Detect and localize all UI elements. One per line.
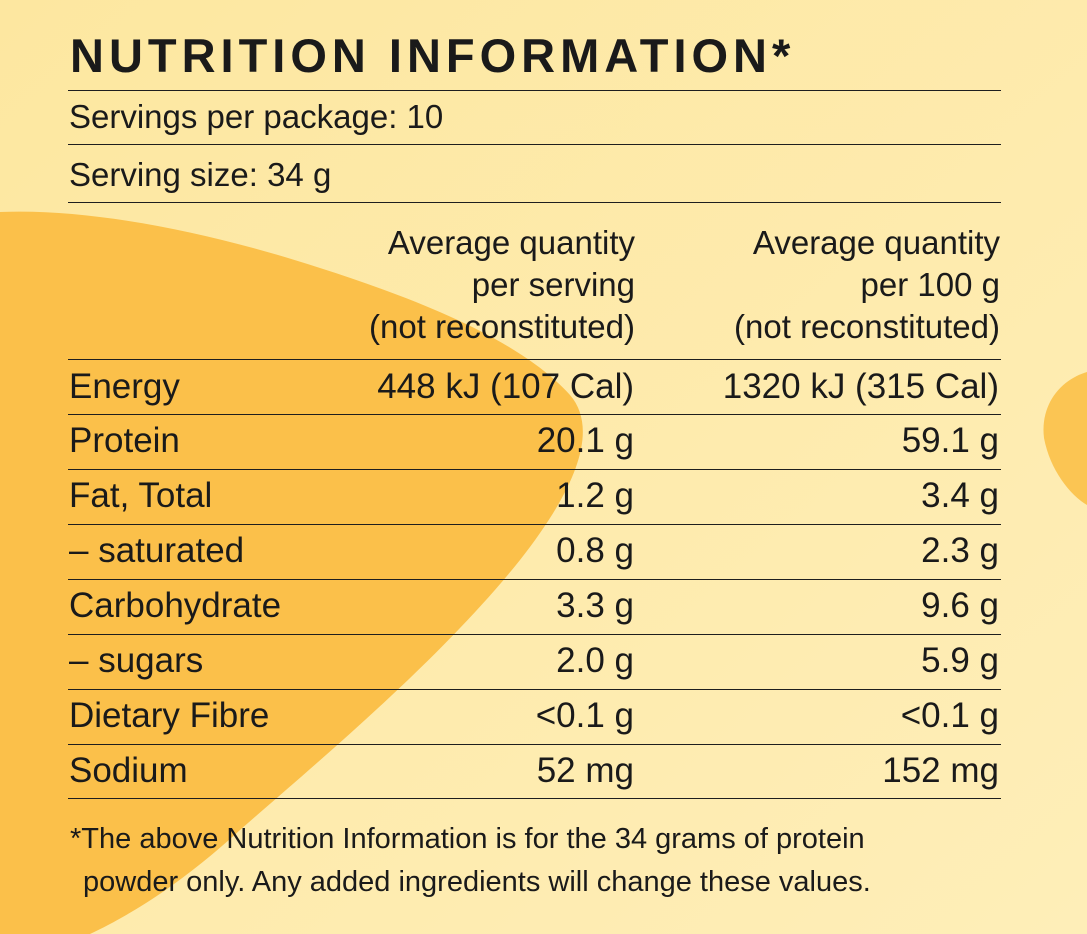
divider [68, 469, 1001, 470]
column-header-line: per 100 g [860, 266, 1000, 303]
value-per-100g: 59.1 g [901, 421, 999, 460]
nutrient-label: Sodium [69, 751, 188, 790]
nutrient-row-protein: Protein 20.1 g 59.1 g [68, 418, 1001, 464]
divider [68, 744, 1001, 745]
servings-per-package: Servings per package: 10 [69, 98, 444, 135]
value-per-100g: 9.6 g [921, 586, 999, 625]
divider [68, 359, 1001, 360]
serving-size: Serving size: 34 g [69, 156, 332, 193]
value-per-serving: 448 kJ (107 Cal) [377, 367, 634, 406]
value-per-serving: <0.1 g [535, 696, 634, 735]
divider [68, 634, 1001, 635]
value-per-serving: 1.2 g [556, 476, 634, 515]
nutrient-label: Fat, Total [69, 476, 213, 515]
value-per-100g: 152 mg [882, 751, 999, 790]
divider [68, 798, 1001, 799]
divider [68, 689, 1001, 690]
nutrient-row-sugars: – sugars 2.0 g 5.9 g [68, 638, 1001, 684]
divider [68, 414, 1001, 415]
value-per-serving: 20.1 g [536, 421, 634, 460]
divider [68, 524, 1001, 525]
nutrient-label: Energy [69, 367, 180, 406]
value-per-serving: 2.0 g [556, 641, 634, 680]
nutrient-label: Dietary Fibre [69, 696, 270, 735]
divider [68, 579, 1001, 580]
nutrient-label: Protein [69, 421, 180, 460]
orange-blob [0, 211, 583, 934]
value-per-100g: 2.3 g [921, 531, 999, 570]
nutrient-row-energy: Energy 448 kJ (107 Cal) 1320 kJ (315 Cal… [68, 364, 1001, 410]
nutrient-row-dietary-fibre: Dietary Fibre <0.1 g <0.1 g [68, 693, 1001, 739]
value-per-100g: 3.4 g [921, 476, 999, 515]
divider [68, 90, 1001, 91]
footnote: *The above Nutrition Information is for … [70, 818, 871, 904]
divider [68, 202, 1001, 203]
nutrient-label: – saturated [69, 531, 245, 570]
nutrient-row-carbohydrate: Carbohydrate 3.3 g 9.6 g [68, 583, 1001, 629]
nutrient-label: Carbohydrate [69, 586, 282, 625]
footnote-line: *The above Nutrition Information is for … [70, 823, 865, 855]
nutrient-row-saturated: – saturated 0.8 g 2.3 g [68, 528, 1001, 574]
nutrient-row-fat-total: Fat, Total 1.2 g 3.4 g [68, 473, 1001, 519]
column-header-line: (not reconstituted) [734, 308, 1000, 345]
nutrient-row-sodium: Sodium 52 mg 152 mg [68, 748, 1001, 794]
value-per-serving: 0.8 g [556, 531, 634, 570]
column-header-line: (not reconstituted) [369, 308, 635, 345]
divider [68, 144, 1001, 145]
value-per-100g: 1320 kJ (315 Cal) [722, 367, 999, 406]
nutrient-label: – sugars [69, 641, 204, 680]
value-per-serving: 52 mg [536, 751, 634, 790]
orange-blob-right [1043, 372, 1087, 505]
value-per-100g: 5.9 g [921, 641, 999, 680]
footnote-line: powder only. Any added ingredients will … [83, 866, 871, 898]
column-header-per-100g: Average quantity per 100 g (not reconsti… [734, 222, 1000, 348]
column-header-line: per serving [471, 266, 635, 303]
column-header-line: Average quantity [387, 224, 635, 261]
column-header-line: Average quantity [752, 224, 1000, 261]
value-per-100g: <0.1 g [900, 696, 999, 735]
value-per-serving: 3.3 g [556, 586, 634, 625]
column-header-per-serving: Average quantity per serving (not recons… [369, 222, 635, 348]
nutrition-title: NUTRITION INFORMATION* [70, 29, 796, 82]
